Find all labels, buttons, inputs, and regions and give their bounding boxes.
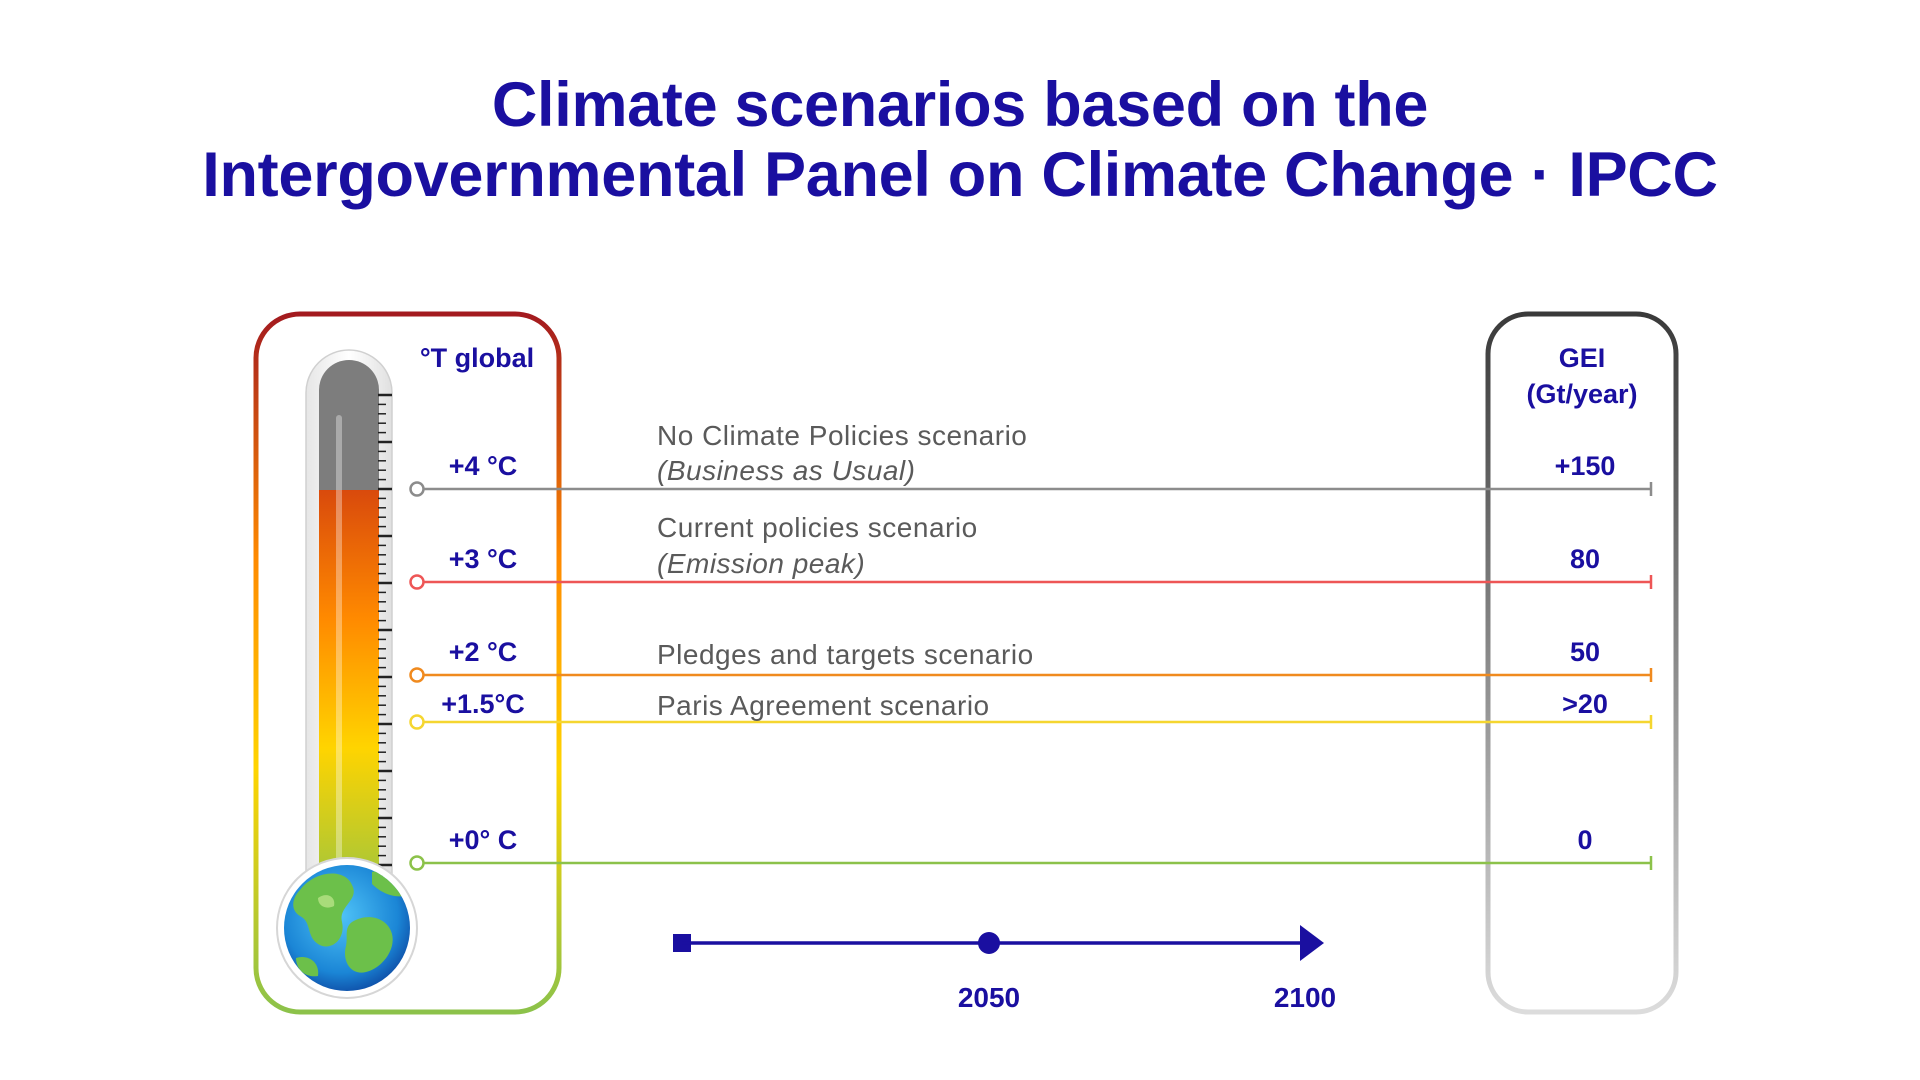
year-2100: 2100 — [1273, 982, 1337, 1013]
scenario-name-current-policies: Current policies scenario — [657, 512, 978, 543]
gei-axis-label: GEI (Gt/year) — [1502, 340, 1662, 412]
temp-label-0c: +0° C — [448, 825, 518, 855]
gei-value-0: 0 — [1577, 825, 1593, 855]
scenario-subtitle-current-policies: (Emission peak) — [657, 548, 866, 579]
temp-label-4c: +4 °C — [448, 451, 518, 481]
thermometer-frame — [253, 311, 562, 1015]
temp-label-3c: +3 °C — [448, 544, 518, 574]
title-line-2: Intergovernmental Panel on Climate Chang… — [202, 140, 1718, 210]
gei-value-150: +150 — [1554, 451, 1616, 481]
gei-frame — [1485, 311, 1679, 1015]
title-line-1: Climate scenarios based on the — [491, 70, 1429, 140]
scenario-subtitle-no-policies: (Business as Usual) — [657, 455, 916, 486]
timeline-arrowhead — [1300, 925, 1324, 961]
timeline-arrow — [673, 925, 1324, 961]
temp-label-2c: +2 °C — [448, 637, 518, 667]
thermometer-highlight — [336, 415, 342, 880]
timeline-2050-marker — [978, 932, 1000, 954]
gei-value-20: >20 — [1562, 689, 1608, 719]
gei-axis-label-line1: GEI — [1558, 343, 1606, 373]
scenario-start-marker — [409, 481, 425, 497]
scenario-start-marker — [409, 574, 425, 590]
scenario-line-4 — [409, 855, 1653, 871]
thermometer-fill — [319, 490, 379, 920]
scenario-start-marker — [409, 667, 425, 683]
year-2050: 2050 — [957, 982, 1021, 1013]
scenario-name-pledges: Pledges and targets scenario — [657, 639, 1034, 670]
scenario-line-2 — [409, 667, 1653, 683]
temp-label-1-5c: +1.5°C — [441, 689, 525, 719]
scenario-start-marker — [409, 714, 425, 730]
temperature-axis-label: °T global — [419, 343, 535, 373]
scenario-line-1 — [409, 574, 1653, 590]
scenario-start-marker — [409, 855, 425, 871]
gei-value-50: 50 — [1569, 637, 1601, 667]
earth-globe-icon — [276, 857, 418, 999]
thermometer-scale — [378, 393, 392, 867]
scenario-lines — [409, 481, 1653, 871]
page-title: Climate scenarios based on the Intergove… — [0, 70, 1920, 210]
gei-axis-label-line2: (Gt/year) — [1526, 379, 1638, 409]
scenario-name-no-policies: No Climate Policies scenario — [657, 420, 1028, 451]
scenario-line-0 — [409, 481, 1653, 497]
scenario-name-paris: Paris Agreement scenario — [657, 690, 990, 721]
scenario-line-3 — [409, 714, 1653, 730]
gei-value-80: 80 — [1569, 544, 1601, 574]
